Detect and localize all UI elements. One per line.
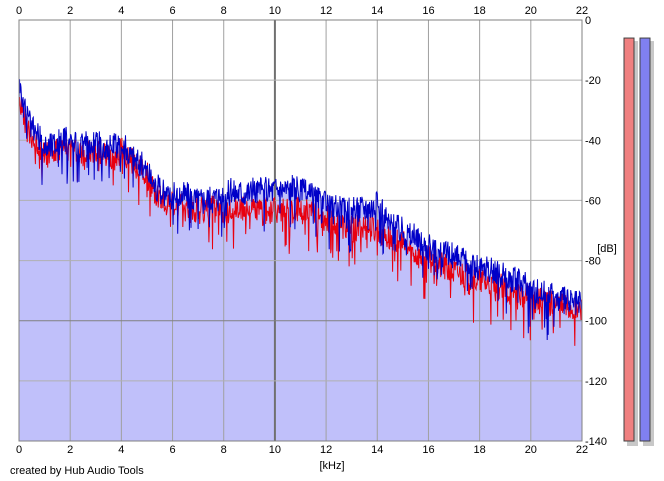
plot-frame <box>18 19 583 442</box>
y-tick-4: -80 <box>585 256 601 268</box>
x-tick-bottom-5: 10 <box>269 444 281 456</box>
x-tick-top-10: 20 <box>525 5 537 17</box>
grid <box>18 19 583 442</box>
x-tick-bottom-9: 18 <box>474 444 486 456</box>
level-meters <box>623 37 654 447</box>
x-tick-bottom-3: 6 <box>169 444 175 456</box>
y-tick-1: -20 <box>585 75 601 87</box>
credit-text: created by Hub Audio Tools <box>10 465 144 477</box>
level-meter-1 <box>639 37 651 442</box>
y-tick-3: -60 <box>585 195 601 207</box>
y-tick-labels: 0 -20 -40 -60 -80 -100 -120 -140 <box>585 15 607 448</box>
x-tick-bottom-6: 12 <box>320 444 332 456</box>
x-tick-top-0: 0 <box>16 5 22 17</box>
y-tick-5: -100 <box>585 316 607 328</box>
level-meter-0 <box>623 37 635 442</box>
x-tick-bottom-0: 0 <box>16 444 22 456</box>
x-tick-top-3: 6 <box>169 5 175 17</box>
series-line-1 <box>18 79 583 341</box>
x-tick-top-8: 16 <box>422 5 434 17</box>
x-tick-bottom-10: 20 <box>525 444 537 456</box>
x-tick-bottom-8: 16 <box>422 444 434 456</box>
x-tick-bottom-7: 14 <box>371 444 383 456</box>
x-unit-label: [kHz] <box>319 460 344 472</box>
x-tick-bottom-11: 22 <box>576 444 588 456</box>
y-tick-6: -120 <box>585 376 607 388</box>
y-tick-7: -140 <box>585 436 607 448</box>
x-tick-top-6: 12 <box>320 5 332 17</box>
x-tick-labels-bottom: 0 2 4 6 8 10 12 14 16 18 20 22 <box>16 444 588 456</box>
x-tick-top-4: 8 <box>221 5 227 17</box>
spectrum-lines <box>18 79 583 346</box>
x-tick-top-1: 2 <box>67 5 73 17</box>
y-unit-label: [dB] <box>597 243 617 255</box>
x-tick-top-2: 4 <box>118 5 124 17</box>
x-tick-top-5: 10 <box>269 5 281 17</box>
x-tick-bottom-4: 8 <box>221 444 227 456</box>
x-tick-bottom-2: 4 <box>118 444 124 456</box>
x-tick-labels-top: 0 2 4 6 8 10 12 14 16 18 20 22 <box>16 5 588 17</box>
x-tick-bottom-1: 2 <box>67 444 73 456</box>
x-tick-top-9: 18 <box>474 5 486 17</box>
y-tick-0: 0 <box>585 15 591 27</box>
y-tick-2: -40 <box>585 135 601 147</box>
x-tick-top-11: 22 <box>576 5 588 17</box>
series-line-0 <box>18 97 583 346</box>
x-tick-top-7: 14 <box>371 5 383 17</box>
